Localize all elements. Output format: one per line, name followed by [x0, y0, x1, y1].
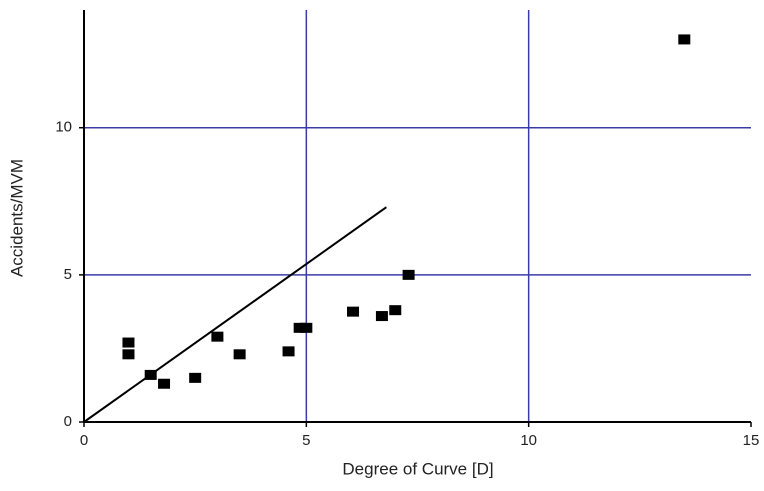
marker	[122, 337, 135, 348]
marker	[189, 372, 202, 383]
marker	[375, 311, 388, 322]
marker	[678, 34, 691, 45]
x-axis-title: Degree of Curve [D]	[342, 459, 493, 478]
y-tick-label: 0	[64, 413, 72, 430]
marker	[389, 305, 402, 316]
marker	[293, 322, 306, 333]
marker	[233, 349, 246, 360]
x-tick-label: 0	[80, 432, 88, 449]
y-axis-title: Accidents/MVM	[7, 159, 26, 277]
marker	[158, 378, 171, 389]
y-tick-label: 5	[64, 266, 72, 283]
x-tick-label: 10	[520, 432, 537, 449]
x-tick-label: 15	[743, 432, 760, 449]
marker	[347, 306, 360, 317]
marker	[402, 269, 415, 280]
marker	[211, 331, 224, 342]
trend-line	[83, 206, 387, 423]
marker	[300, 322, 313, 333]
y-tick-label: 10	[55, 119, 72, 136]
marker	[122, 349, 135, 360]
marker	[282, 346, 295, 357]
x-tick-label: 5	[302, 432, 310, 449]
